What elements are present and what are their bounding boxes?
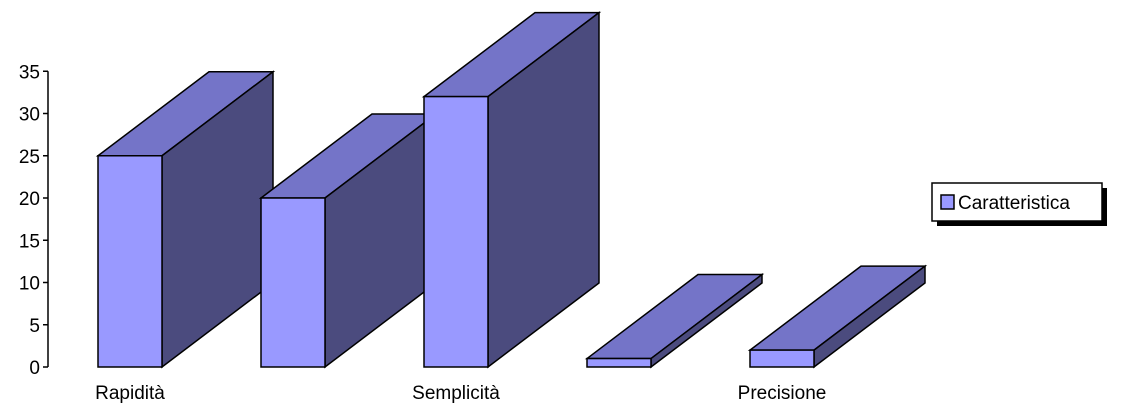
x-category-label: Precisione <box>738 383 827 404</box>
bar <box>258 112 439 369</box>
y-tick-label: 15 <box>19 231 40 252</box>
bar <box>584 273 765 369</box>
legend: Caratteristica <box>931 182 1107 226</box>
bar-front-face <box>97 155 163 368</box>
y-tick-label: 30 <box>19 105 40 126</box>
legend-swatch <box>940 194 955 210</box>
y-tick-label: 0 <box>29 358 40 379</box>
y-tick-label: 25 <box>19 147 40 168</box>
bars-layer <box>95 11 928 369</box>
y-tick-label: 5 <box>29 316 40 337</box>
x-category-labels: Rapidità Semplicità Precisione <box>95 383 826 404</box>
bar <box>421 11 602 369</box>
y-tick-label: 35 <box>19 62 40 83</box>
y-tick-label: 10 <box>19 274 40 295</box>
bar-front-face <box>749 349 815 368</box>
bar-front-face <box>586 357 652 368</box>
legend-box <box>931 182 1103 222</box>
legend-label: Caratteristica <box>958 193 1070 214</box>
y-tick-label: 20 <box>19 189 40 210</box>
bar <box>95 70 276 369</box>
bar-front-face <box>260 197 326 368</box>
x-category-label: Semplicità <box>412 383 500 404</box>
bar-front-face <box>423 95 489 368</box>
bar <box>747 264 928 369</box>
y-axis <box>43 70 49 368</box>
x-category-label: Rapidità <box>95 383 165 404</box>
y-tick-labels: 0 5 10 15 20 25 30 35 <box>19 62 40 379</box>
